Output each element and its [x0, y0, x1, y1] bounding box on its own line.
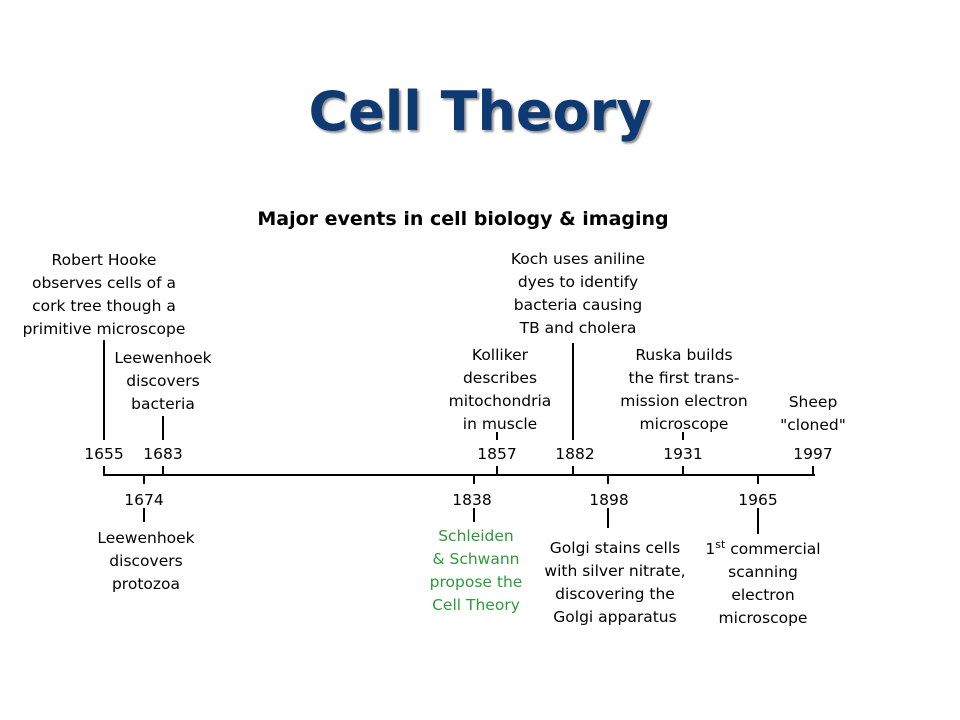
event-1931-line: Ruska builds — [635, 346, 732, 364]
event-1838-year: 1838 — [452, 491, 491, 509]
event-1674-line: discovers — [109, 552, 182, 570]
line-segment: commercial — [725, 540, 820, 558]
event-1838-line: Cell Theory — [432, 596, 520, 614]
event-1898-description: Golgi stains cells with silver nitrate, di… — [544, 539, 685, 626]
event-1965-line: scanning — [728, 563, 798, 581]
event-1898-line: Golgi apparatus — [553, 608, 676, 626]
event-1997-line: Sheep — [789, 393, 838, 411]
event-1931-year: 1931 — [663, 445, 702, 463]
event-1857-line: in muscle — [463, 415, 537, 433]
event-1857-line: mitochondria — [449, 392, 552, 410]
event-1965-year: 1965 — [738, 491, 777, 509]
event-1683-line: bacteria — [131, 395, 195, 413]
event-1683-line: discovers — [126, 372, 199, 390]
line-segment: scanning — [728, 563, 798, 581]
event-1965-line: 1st commercial — [705, 538, 820, 558]
event-1655-line: cork tree though a — [32, 297, 176, 315]
event-1674-year: 1674 — [124, 491, 163, 509]
event-1882-line: TB and cholera — [519, 319, 637, 337]
event-1965-description: 1st commercial scanning electron microscope — [705, 538, 820, 627]
event-1931-line: the first trans- — [628, 369, 739, 387]
slide-title: Cell Theory — [308, 80, 652, 143]
timeline-title: Major events in cell biology & imaging — [257, 208, 668, 230]
event-1965-line: electron — [731, 586, 794, 604]
event-1838-description: Schleiden & Schwann propose the Cell Theory — [430, 527, 523, 614]
event-1655-line: Robert Hooke — [52, 251, 157, 269]
event-1683-year: 1683 — [143, 445, 182, 463]
line-segment: microscope — [719, 609, 808, 627]
event-1674-line: Leewenhoek — [97, 529, 194, 547]
event-1674-line: protozoa — [112, 575, 180, 593]
event-1838-line: & Schwann — [432, 550, 519, 568]
event-1931-description: Ruska builds the first trans-mission elec… — [620, 346, 747, 433]
event-1898-line: with silver nitrate, — [544, 562, 685, 580]
event-1674-description: Leewenhoek discovers protozoa — [97, 529, 194, 593]
event-1882-line: bacteria causing — [514, 296, 642, 314]
event-1655-description: Robert Hooke observes cells of a cork tree… — [23, 251, 186, 338]
event-1857-description: Kolliker describes mitochondria in muscle — [449, 346, 552, 433]
event-1655-line: primitive microscope — [23, 320, 186, 338]
event-1898-line: discovering the — [555, 585, 675, 603]
superscript-text: st — [715, 538, 726, 551]
event-1838-line: Schleiden — [438, 527, 514, 545]
event-1857-year: 1857 — [477, 445, 516, 463]
event-1655-year: 1655 — [84, 445, 123, 463]
event-1997-year: 1997 — [793, 445, 832, 463]
event-1997-description: Sheep "cloned" — [780, 393, 846, 434]
event-1898-line: Golgi stains cells — [550, 539, 680, 557]
event-1997-line: "cloned" — [780, 416, 846, 434]
event-1655-line: observes cells of a — [32, 274, 176, 292]
event-1683-line: Leewenhoek — [114, 349, 211, 367]
event-1882-line: Koch uses aniline — [511, 250, 645, 268]
event-1965-line: microscope — [719, 609, 808, 627]
timeline-events: 1655 Robert Hooke observes cells of a cork … — [23, 250, 846, 627]
event-1882-description: Koch uses aniline dyes to identify bacteri… — [511, 250, 645, 337]
line-segment: 1 — [705, 540, 715, 558]
event-1931-line: mission electron — [620, 392, 747, 410]
event-1931-line: microscope — [640, 415, 729, 433]
event-1683-description: Leewenhoek discovers bacteria — [114, 349, 211, 413]
event-1838-line: propose the — [430, 573, 523, 591]
event-1882-year: 1882 — [555, 445, 594, 463]
line-segment: electron — [731, 586, 794, 604]
event-1882-line: dyes to identify — [518, 273, 638, 291]
event-1857-line: describes — [463, 369, 537, 387]
event-1898-year: 1898 — [589, 491, 628, 509]
event-1857-line: Kolliker — [472, 346, 529, 364]
